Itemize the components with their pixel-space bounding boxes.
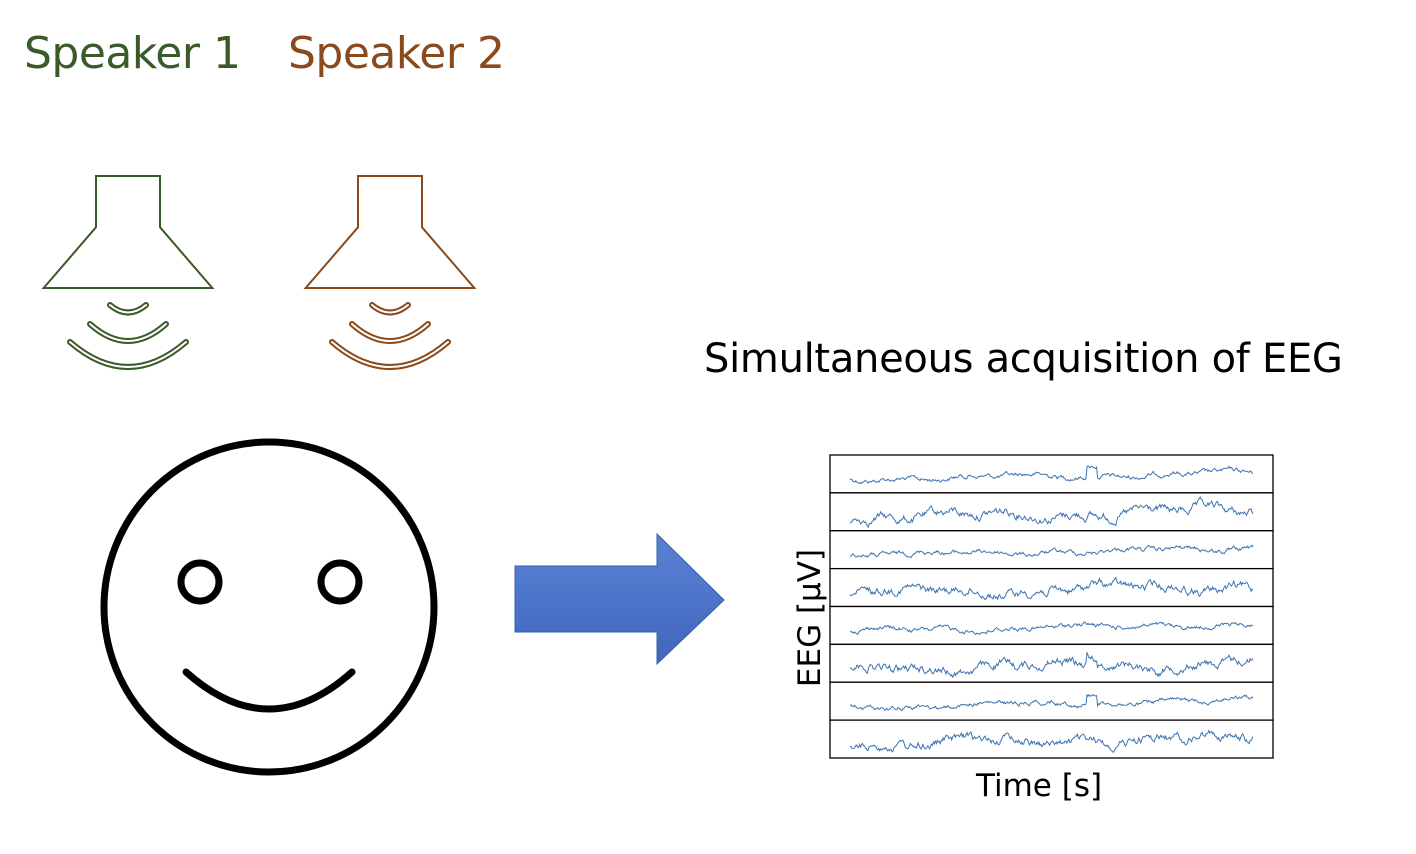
eeg-channel-panel — [829, 492, 1274, 532]
speaker-2-label: Speaker 2 — [288, 28, 505, 79]
listener-smiley-face-icon — [100, 438, 438, 776]
eeg-channel-panel — [829, 454, 1274, 494]
eeg-channel-panel — [829, 719, 1274, 759]
eeg-y-axis-label: EEG [μV] — [792, 548, 828, 688]
speaker-1-loudspeaker-icon — [41, 175, 215, 370]
eeg-trace — [849, 544, 1254, 558]
eeg-trace — [849, 652, 1254, 679]
speaker-1-label: Speaker 1 — [24, 28, 241, 79]
eeg-x-axis-label: Time [s] — [976, 768, 1103, 804]
eeg-title: Simultaneous acquisition of EEG — [704, 336, 1343, 382]
eeg-trace — [849, 465, 1254, 485]
right-arrow-icon — [514, 532, 725, 666]
eeg-trace — [850, 621, 1254, 636]
eeg-trace — [849, 496, 1254, 529]
eeg-trace — [849, 729, 1254, 753]
eeg-channel-panel — [829, 605, 1274, 646]
speaker-2-loudspeaker-icon — [303, 175, 477, 370]
eeg-trace — [849, 693, 1254, 712]
eeg-trace — [849, 576, 1254, 601]
eeg-plot — [829, 454, 1274, 759]
